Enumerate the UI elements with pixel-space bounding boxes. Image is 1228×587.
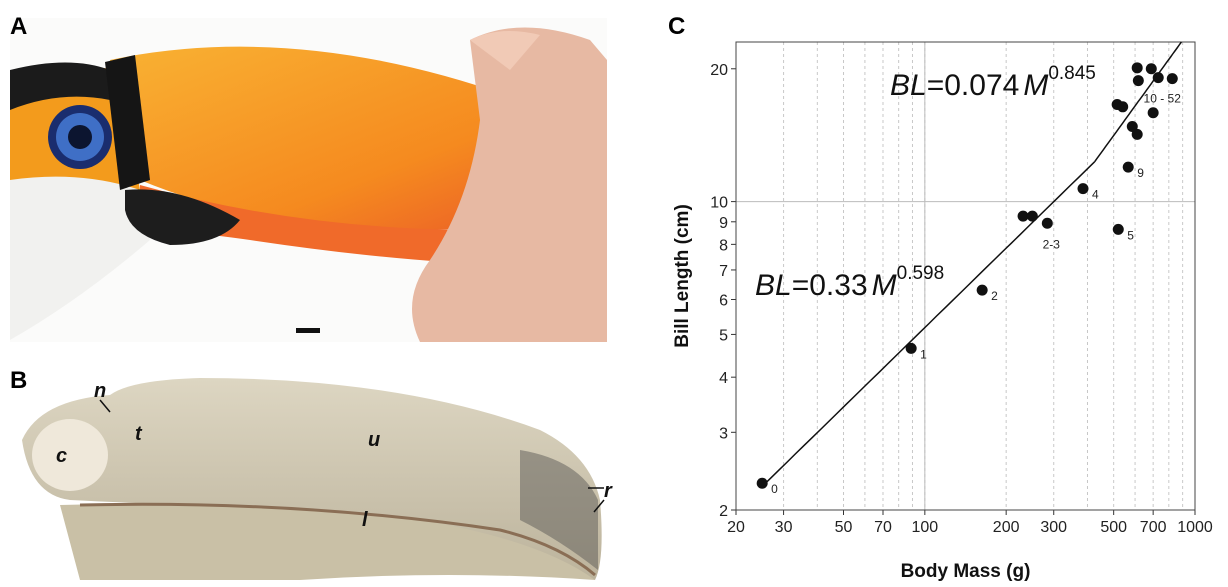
equation-part: M <box>1023 69 1048 102</box>
data-point <box>977 285 988 296</box>
x-tick-label: 300 <box>1040 519 1067 536</box>
y-tick-label: 9 <box>719 215 728 232</box>
data-point <box>1113 224 1124 235</box>
data-point <box>1146 63 1157 74</box>
data-point <box>1133 75 1144 86</box>
data-point <box>1078 183 1089 194</box>
point-label: 2-3 <box>1043 237 1061 251</box>
y-tick-label: 2 <box>719 503 728 520</box>
equation-part: = <box>792 269 810 302</box>
data-point <box>757 478 768 489</box>
x-tick-label: 70 <box>874 519 892 536</box>
data-point <box>1132 62 1143 73</box>
data-point <box>906 343 917 354</box>
point-label: 5 <box>1127 228 1134 242</box>
point-label: 4 <box>1092 188 1099 202</box>
y-tick-label: 8 <box>719 237 728 254</box>
data-point <box>1123 162 1134 173</box>
point-label: 2 <box>991 289 998 303</box>
point-label: 9 <box>1137 166 1144 180</box>
equation-part: BL <box>755 269 792 302</box>
data-point <box>1167 73 1178 84</box>
y-tick-label: 5 <box>719 327 728 344</box>
fit-line <box>762 162 1094 487</box>
x-tick-label: 200 <box>993 519 1020 536</box>
equation-part: M <box>872 269 897 302</box>
x-tick-label: 20 <box>727 519 745 536</box>
y-tick-label: 4 <box>719 370 728 387</box>
data-point <box>1117 101 1128 112</box>
photo-bill-section <box>22 378 602 580</box>
equation-part: 0.33 <box>809 269 867 302</box>
panel-label: B <box>10 367 27 394</box>
x-tick-label: 50 <box>835 519 853 536</box>
x-axis-label: Body Mass (g) <box>901 561 1031 582</box>
specimen-label: u <box>368 429 380 451</box>
x-tick-label: 500 <box>1100 519 1127 536</box>
data-point <box>1132 129 1143 140</box>
specimen-label: c <box>56 445 67 467</box>
specimen-label: r <box>604 480 613 502</box>
panel-label: C <box>668 13 685 40</box>
y-tick-label: 7 <box>719 263 728 280</box>
data-point <box>1027 211 1038 222</box>
specimen-label: n <box>94 380 106 402</box>
specimen-label: l <box>362 509 368 531</box>
equation-part: BL <box>890 69 927 102</box>
equation-part: 0.074 <box>944 69 1019 102</box>
panel-label: A <box>10 13 27 40</box>
y-tick-label: 3 <box>719 425 728 442</box>
data-point <box>1153 72 1164 83</box>
photo-toucan <box>10 18 607 342</box>
y-tick-label: 6 <box>719 292 728 309</box>
point-label: 1 <box>920 347 927 361</box>
equation-part: 0.845 <box>1048 63 1096 84</box>
figure: A B n t c u r l C 2030507010020030050070… <box>0 0 1228 582</box>
x-tick-label: 700 <box>1140 519 1167 536</box>
equation-part: = <box>927 69 945 102</box>
point-label: 10 - 52 <box>1144 92 1182 106</box>
data-point <box>1042 218 1053 229</box>
y-tick-label: 10 <box>710 195 728 212</box>
x-tick-label: 1000 <box>1177 519 1213 536</box>
x-tick-label: 100 <box>911 519 938 536</box>
y-tick-label: 20 <box>710 62 728 79</box>
x-tick-label: 30 <box>775 519 793 536</box>
point-label: 0 <box>771 482 778 496</box>
y-axis-label: Bill Length (cm) <box>672 204 693 348</box>
equation-part: 0.598 <box>897 263 945 284</box>
data-point <box>1148 107 1159 118</box>
